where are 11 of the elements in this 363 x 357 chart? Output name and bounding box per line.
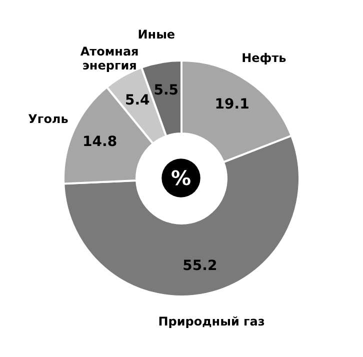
data-label: 14.8 [82,134,118,150]
slice-label: Уголь [28,112,69,126]
slice-label: Иные [138,28,176,42]
data-label: 5.4 [124,92,150,109]
slice-label: Атомная энергия [80,44,139,72]
slice-label: Нефть [242,51,287,66]
data-label: 55.2 [182,258,218,274]
text: % [170,166,192,190]
data-label: 19.1 [214,96,250,113]
slice-label: Природный газ [158,314,265,328]
data-label: 5.5 [154,82,179,98]
